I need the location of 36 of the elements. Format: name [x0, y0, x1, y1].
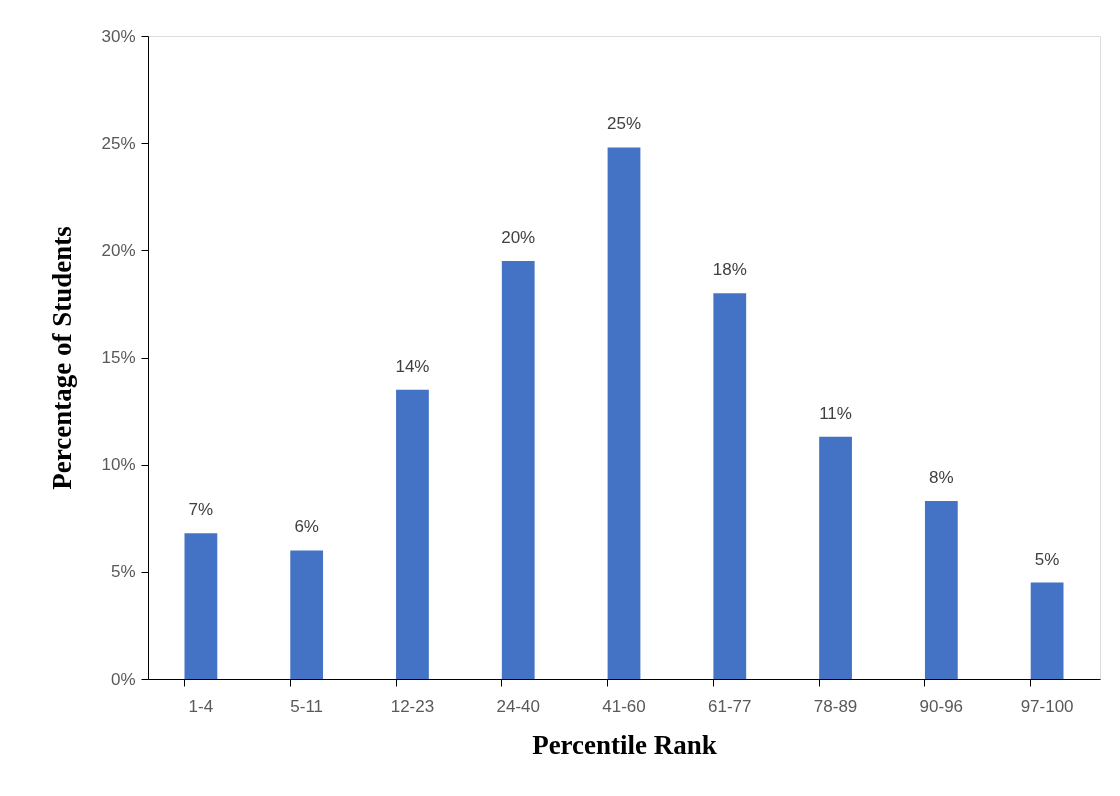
x-axis-title: Percentile Rank: [532, 729, 717, 760]
x-tick-label: 90-96: [919, 696, 964, 716]
y-tick-label: 30%: [101, 26, 136, 46]
bar: [396, 389, 429, 679]
bar: [501, 261, 535, 679]
bar: [1030, 582, 1064, 679]
x-tick-label: 61-77: [708, 696, 752, 716]
data-label: 11%: [819, 403, 852, 423]
bar: [819, 436, 852, 679]
data-label: 8%: [929, 468, 954, 488]
bar: [713, 293, 747, 679]
bar: [184, 533, 218, 679]
data-label: 14%: [395, 356, 430, 376]
y-tick-label: 15%: [101, 348, 136, 367]
x-tick-label: 1-4: [188, 696, 214, 716]
bar: [607, 147, 641, 679]
data-label: 7%: [188, 500, 214, 520]
y-tick-label: 5%: [110, 562, 136, 582]
y-tick-label: 25%: [101, 133, 136, 153]
x-tick-label: 41-60: [602, 696, 646, 716]
y-tick-label: 10%: [101, 455, 136, 475]
bar: [290, 550, 324, 679]
x-tick-label: 12-23: [390, 696, 435, 716]
x-tick-label: 97-100: [1020, 696, 1074, 716]
y-axis-title: Percentage of Students: [47, 226, 78, 490]
x-tick-label: 24-40: [496, 696, 540, 716]
x-tick-label: 5-11: [290, 696, 324, 716]
data-label: 6%: [294, 517, 319, 537]
bar: [924, 501, 958, 679]
x-tick-label: 78-89: [813, 696, 858, 716]
y-tick-label: 20%: [101, 240, 136, 260]
y-tick-label: 0%: [110, 669, 136, 689]
data-label: 18%: [712, 260, 747, 280]
data-label: 5%: [1034, 549, 1060, 569]
data-label: 20%: [501, 228, 536, 248]
data-label: 25%: [606, 114, 642, 134]
